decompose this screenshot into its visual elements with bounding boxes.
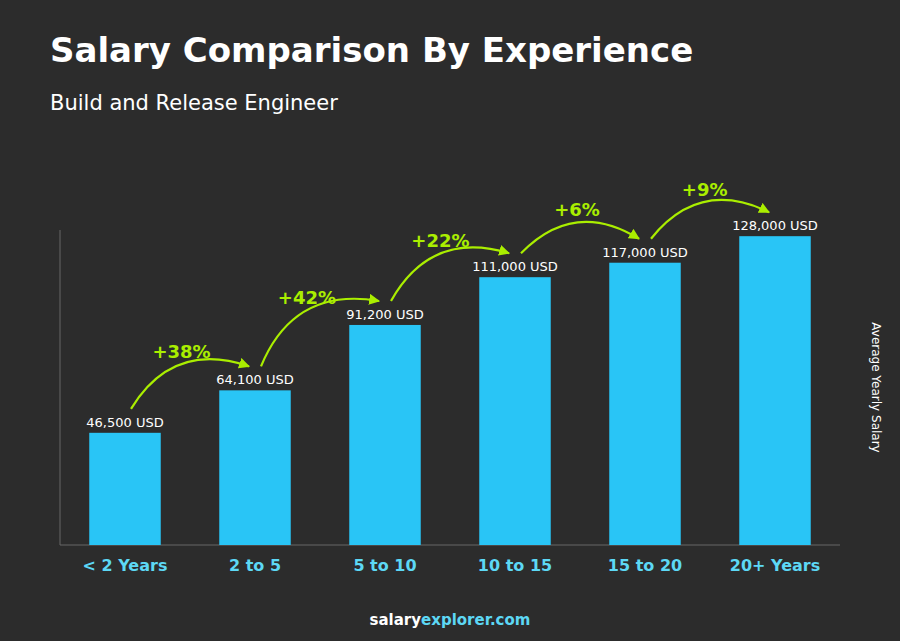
change-label: +42% (278, 287, 336, 308)
bar (739, 236, 811, 545)
category-label: 20+ Years (730, 556, 820, 575)
change-arrow (261, 299, 379, 367)
category-label: 2 to 5 (229, 556, 281, 575)
data-label: 64,100 USD (216, 372, 293, 387)
x-axis-line (60, 545, 840, 546)
y-axis-line (60, 230, 61, 545)
data-label: 111,000 USD (472, 259, 558, 274)
data-label: 128,000 USD (732, 218, 818, 233)
chart-container: Salary Comparison By Experience Build and… (0, 0, 900, 641)
category-label: < 2 Years (83, 556, 168, 575)
change-label: +22% (411, 230, 469, 251)
category-label: 10 to 15 (478, 556, 552, 575)
bar (609, 263, 681, 545)
data-label: 91,200 USD (346, 307, 423, 322)
bar (219, 390, 291, 545)
category-label: 5 to 10 (353, 556, 416, 575)
background (0, 0, 900, 641)
change-arrow (651, 200, 769, 239)
subtitle: Build and Release Engineer (50, 91, 338, 115)
footer: salaryexplorer.com (370, 611, 531, 629)
chart-svg: Salary Comparison By Experience Build and… (0, 0, 900, 641)
data-label: 117,000 USD (602, 245, 688, 260)
change-label: +9% (682, 179, 728, 200)
change-arrow (131, 359, 249, 409)
change-arrow (391, 247, 509, 301)
bars (89, 236, 811, 545)
footer-part: explorer.com (421, 611, 530, 629)
change-label: +38% (152, 341, 210, 362)
bar (89, 433, 161, 545)
change-arrow (521, 222, 639, 253)
footer-part: salary (370, 611, 422, 629)
category-label: 15 to 20 (608, 556, 682, 575)
bar (349, 325, 421, 545)
change-label: +6% (554, 199, 600, 220)
title: Salary Comparison By Experience (50, 30, 693, 70)
data-label: 46,500 USD (86, 415, 163, 430)
y-axis-label: Average Yearly Salary (869, 322, 883, 452)
bar (479, 277, 551, 545)
